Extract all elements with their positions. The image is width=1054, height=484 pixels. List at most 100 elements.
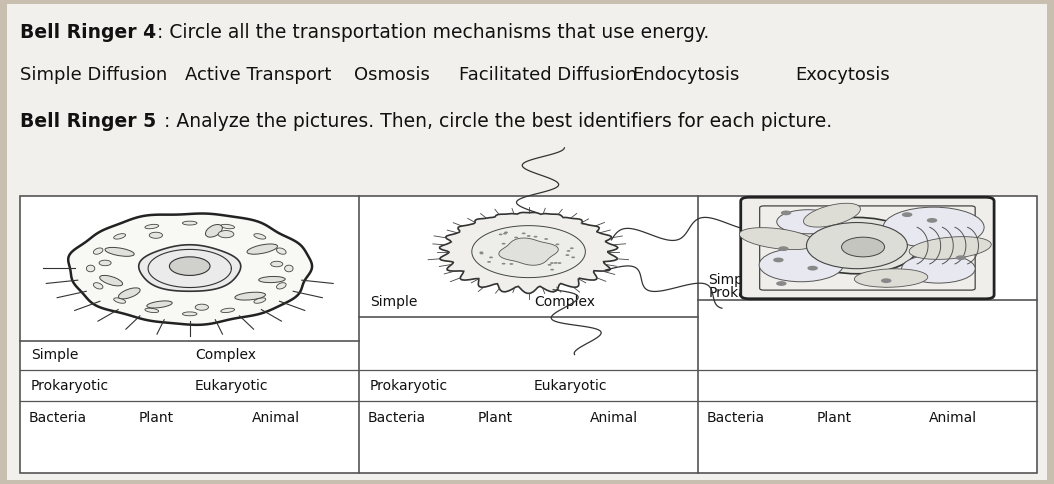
Circle shape [796,217,918,274]
Polygon shape [472,226,585,278]
Text: : Analyze the pictures. Then, circle the best identifiers for each picture.: : Analyze the pictures. Then, circle the… [164,112,833,131]
Ellipse shape [94,248,103,254]
Text: Animal: Animal [930,410,977,424]
FancyBboxPatch shape [741,197,994,299]
Text: Exocytosis: Exocytosis [795,66,890,84]
Text: Plant: Plant [816,410,852,424]
Text: Bell Ringer 4: Bell Ringer 4 [20,23,156,42]
Circle shape [778,246,788,251]
Ellipse shape [114,234,125,239]
Polygon shape [499,238,559,265]
Circle shape [956,255,967,260]
Text: Bell Ringer 5: Bell Ringer 5 [20,112,156,131]
Circle shape [503,233,507,235]
Circle shape [550,262,553,264]
Circle shape [527,235,530,237]
Circle shape [480,251,484,253]
Circle shape [499,233,503,235]
Ellipse shape [114,298,125,303]
Text: Plant: Plant [477,410,512,424]
Ellipse shape [94,283,103,289]
Text: Simple: Simple [708,273,756,287]
Ellipse shape [254,298,266,303]
Circle shape [807,266,818,271]
Ellipse shape [247,244,277,254]
Ellipse shape [220,308,235,313]
Ellipse shape [901,254,975,283]
Circle shape [504,231,508,233]
Circle shape [926,218,937,223]
Text: Facilitated Diffusion: Facilitated Diffusion [458,66,637,84]
Circle shape [522,232,526,234]
Circle shape [544,238,548,240]
Circle shape [480,253,484,255]
Circle shape [902,212,913,217]
Circle shape [776,281,786,286]
Ellipse shape [182,221,197,225]
Ellipse shape [147,301,172,308]
Ellipse shape [777,210,840,234]
Circle shape [502,263,506,265]
Ellipse shape [144,308,159,313]
Circle shape [271,261,282,267]
Ellipse shape [105,247,134,257]
Text: Prokaryotic: Prokaryotic [31,379,109,393]
Ellipse shape [144,225,159,229]
Ellipse shape [910,237,991,259]
Circle shape [509,263,513,265]
Text: Bacteria: Bacteria [706,410,764,424]
Circle shape [548,264,551,266]
Text: Simple: Simple [31,348,78,362]
FancyBboxPatch shape [6,4,1048,480]
Text: Animal: Animal [252,410,299,424]
Text: Eukaryotic: Eukaryotic [533,379,607,393]
Polygon shape [440,212,618,293]
Ellipse shape [118,288,140,299]
Circle shape [550,269,554,271]
Circle shape [502,243,506,244]
Text: Simple: Simple [370,295,417,309]
Text: Animal: Animal [590,410,639,424]
Text: : Circle all the transportation mechanisms that use energy.: : Circle all the transportation mechanis… [157,23,709,42]
Ellipse shape [285,265,293,272]
Text: Endocytosis: Endocytosis [632,66,740,84]
Ellipse shape [235,292,266,300]
Circle shape [487,261,491,263]
Ellipse shape [855,269,928,287]
Circle shape [881,278,892,283]
Circle shape [567,250,570,252]
Circle shape [571,257,575,258]
Ellipse shape [182,312,197,316]
Ellipse shape [883,207,984,248]
Ellipse shape [803,203,860,227]
Circle shape [781,211,792,215]
Ellipse shape [86,265,95,272]
Ellipse shape [276,248,286,254]
Text: Active Transport: Active Transport [186,66,332,84]
Text: Bacteria: Bacteria [28,410,86,424]
Circle shape [170,257,210,275]
Circle shape [558,262,562,264]
Ellipse shape [739,227,816,250]
Text: Complex: Complex [873,273,934,287]
Ellipse shape [258,276,286,283]
Circle shape [514,237,519,239]
Circle shape [218,230,234,238]
Text: Bacteria: Bacteria [368,410,426,424]
Circle shape [489,257,493,258]
Ellipse shape [276,283,286,289]
Circle shape [553,262,558,264]
Ellipse shape [220,225,235,229]
Circle shape [555,243,560,245]
Circle shape [774,257,784,262]
Bar [20,197,1037,473]
Text: Prokaryotic: Prokaryotic [370,379,448,393]
Ellipse shape [206,225,222,237]
Circle shape [195,304,209,310]
Ellipse shape [759,248,843,282]
Text: Simple Diffusion: Simple Diffusion [20,66,168,84]
Text: Eukaryotic: Eukaryotic [873,286,946,300]
Polygon shape [139,245,240,291]
Text: Plant: Plant [138,410,174,424]
Circle shape [806,223,907,269]
